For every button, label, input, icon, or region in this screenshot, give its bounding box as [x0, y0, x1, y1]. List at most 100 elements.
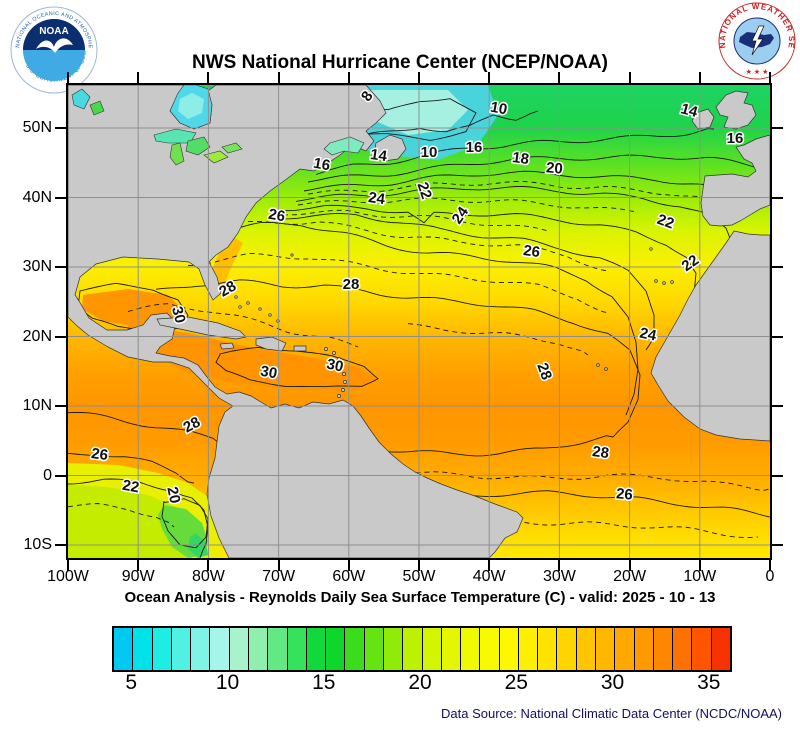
isotherm-line-dashed: [273, 209, 549, 232]
isotherm-value-label: 14: [679, 100, 700, 121]
isotherm-line-dashed: [68, 503, 175, 528]
lat-tick-label: 0: [43, 466, 52, 484]
lat-lon-grid: [68, 85, 770, 558]
landmass-uk: [715, 90, 757, 130]
colorbar-segment: [229, 628, 249, 670]
colorbar-tick-label: 30: [600, 671, 625, 694]
lake-ontario: [221, 142, 243, 154]
lon-tick-label: 50W: [402, 568, 436, 585]
lat-tick-label: 50N: [22, 119, 52, 136]
colorbar-segment: [287, 628, 307, 670]
axis-tick: [488, 72, 491, 83]
colorbar-segment: [383, 628, 404, 670]
isotherm-line: [68, 412, 227, 446]
island-jamaica: [219, 342, 235, 350]
axis-tick: [55, 474, 66, 477]
lake-winnipeg: [71, 88, 91, 110]
axis-tick: [772, 544, 783, 546]
lon-tick-label: 100W: [47, 568, 89, 585]
lon-tick-label: 80W: [191, 568, 225, 585]
colorbar-segment: [403, 628, 423, 670]
axis-tick: [698, 560, 701, 571]
colorbar-segment: [518, 628, 539, 670]
axis-tick: [488, 560, 491, 571]
colorbar-labels: 5 10 15 20 25 30 35: [112, 671, 728, 697]
isotherm-value-label: 28: [591, 443, 610, 462]
landmass-americas: [68, 85, 524, 558]
axis-tick: [772, 266, 783, 268]
isotherm-value-label: 28: [343, 276, 360, 293]
colorbar-segment: [306, 628, 327, 670]
axis-tick: [137, 72, 140, 83]
lon-tick-label: 20W: [613, 568, 647, 585]
colorbar-segment: [634, 628, 654, 670]
colorbar-segment: [171, 628, 192, 670]
colorbar-segment: [692, 628, 712, 670]
colorbar-tick-label: 35: [697, 671, 721, 694]
colorbar-tick-label: 5: [125, 671, 138, 694]
colorbar-segment: [596, 628, 616, 670]
colorbar-tick-label: 15: [312, 671, 336, 694]
isotherm-value-label: 14: [369, 146, 389, 165]
axis-tick: [628, 72, 631, 83]
colorbar-tick-label: 25: [504, 671, 528, 694]
island-madeira: [649, 247, 653, 251]
isotherm-line: [303, 170, 749, 199]
noaa-logo-graphic: NATIONAL OCEANIC AND ATMOSPHERIC ADMINIS…: [7, 2, 98, 94]
data-source-note: Data Source: National Climatic Data Cent…: [441, 706, 782, 721]
lat-tick-label: 20N: [22, 327, 52, 345]
isotherm-value-label: 16: [466, 139, 483, 156]
lake-michigan: [169, 142, 185, 166]
cold-water-core: [368, 90, 468, 135]
isotherm-value-label: 16: [312, 155, 331, 175]
isotherm-value-label: 30: [259, 363, 278, 383]
noaa-seagull-icon: [36, 38, 73, 53]
caribbean-warm-pool: [126, 325, 378, 390]
colorbar-segment: [615, 628, 635, 670]
axis-tick: [67, 72, 69, 83]
colorbar-segment: [653, 628, 674, 670]
lake-erie: [203, 150, 229, 164]
lat-tick-label: 30N: [22, 258, 52, 275]
colorbar-segment: [133, 628, 153, 670]
island-puertorico: [293, 345, 307, 352]
colorbar-segment: [191, 628, 211, 670]
isotherm-line-dashed: [247, 220, 609, 272]
axis-tick: [772, 196, 783, 199]
colorbar-segment: [422, 628, 442, 670]
isotherm-line: [315, 128, 715, 175]
lon-tick-label: 0: [765, 568, 775, 585]
axis-tick: [347, 72, 350, 83]
axis-tick: [418, 560, 420, 571]
isotherm-value-label: 26: [615, 485, 633, 503]
colorbar-segment: [538, 628, 558, 670]
lon-tick-label: 60W: [332, 568, 366, 585]
sst-map: 8 10 14 16 16 14 10 16 18 20 22 24 24 22 22 26 26 24 28 28 3…: [66, 83, 772, 560]
isotherm-line: [161, 498, 209, 549]
lon-tick-label: 90W: [121, 568, 155, 585]
axis-tick: [772, 474, 783, 477]
colorbar-segment: [326, 628, 346, 670]
colorbar-segment: [441, 628, 462, 670]
axis-tick: [55, 544, 66, 546]
isotherm-value-label: 10: [421, 144, 438, 161]
colorbar-segment: [152, 628, 172, 670]
isotherm-value-label: 20: [163, 485, 183, 505]
colorbar-segment: [364, 628, 384, 670]
isotherm-value-label: 22: [121, 477, 140, 497]
isotherm-value-label: 26: [267, 206, 286, 226]
colorbar-tick-label: 10: [215, 671, 240, 694]
axis-tick: [55, 335, 66, 338]
axis-tick: [558, 560, 561, 571]
lon-tick-label: 10W: [683, 568, 717, 585]
isotherm-line: [279, 204, 697, 310]
isotherm-value-label: 18: [511, 149, 530, 168]
colorbar-segment: [557, 628, 577, 670]
island-cuba: [156, 316, 247, 340]
noaa-logo: NATIONAL OCEANIC AND ATMOSPHERIC ADMINIS…: [7, 2, 98, 94]
colorbar-segment: [499, 628, 519, 670]
isotherm-value-label: 20: [545, 159, 563, 177]
isotherm-value-label: 30: [325, 356, 345, 376]
